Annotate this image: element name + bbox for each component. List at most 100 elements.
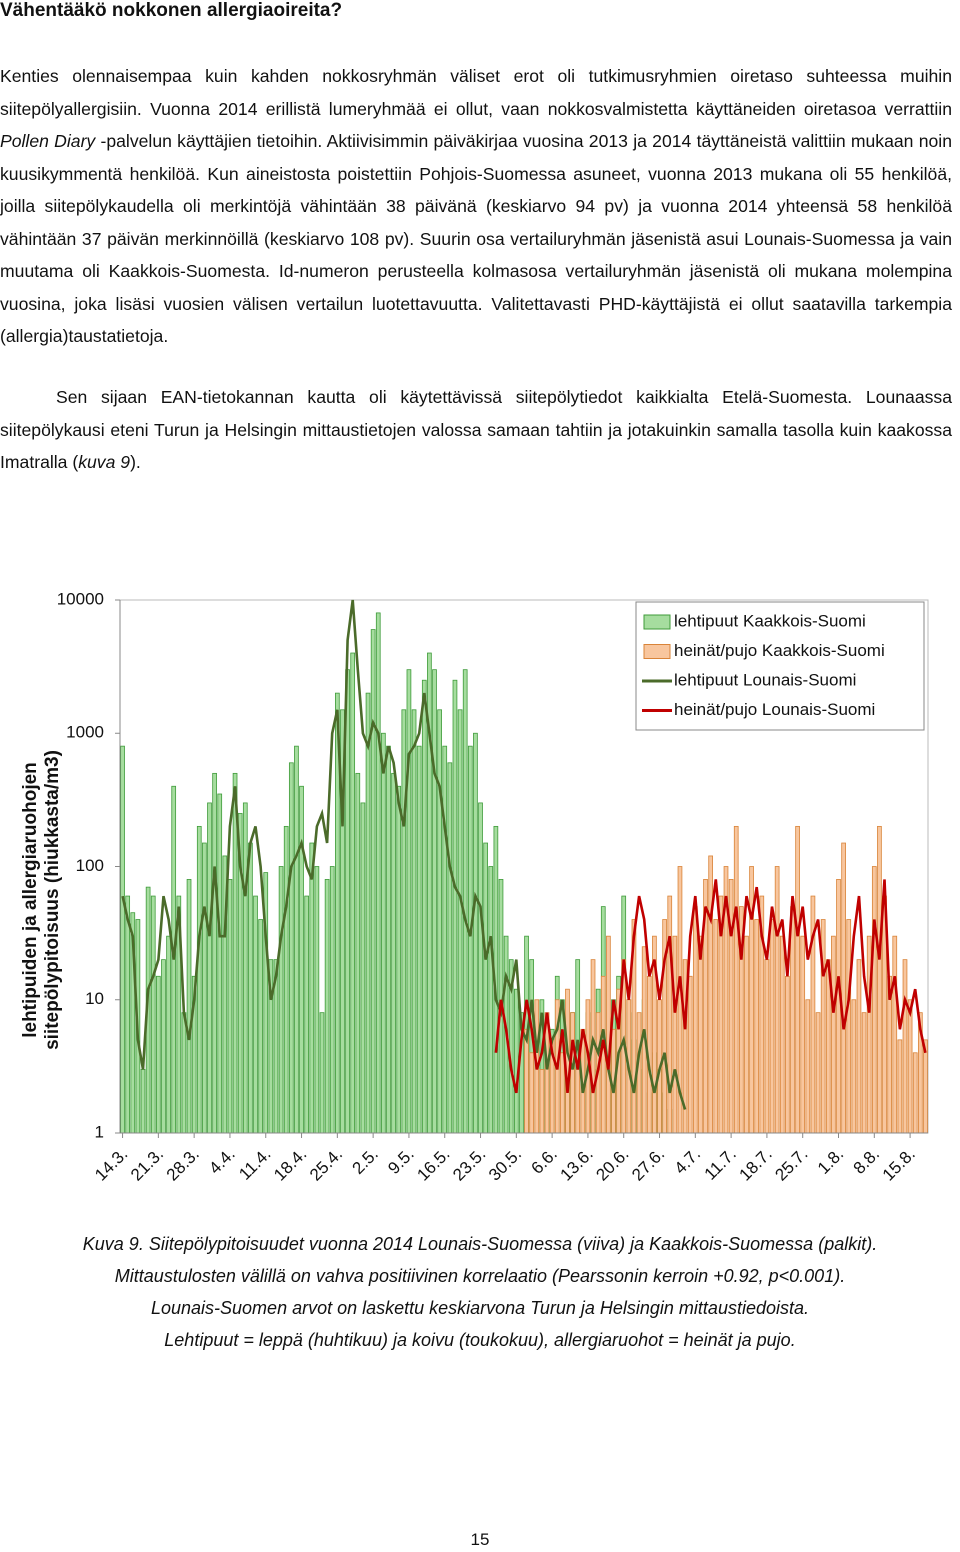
x-tick-label: 28.3. xyxy=(163,1144,203,1184)
text: Pollen Diary xyxy=(0,131,96,151)
x-tick-label: 30.5. xyxy=(485,1144,525,1184)
x-tick-label: 11.4. xyxy=(235,1144,274,1183)
bar xyxy=(432,669,437,1134)
bar xyxy=(381,732,386,1134)
bar xyxy=(667,895,673,1134)
bar xyxy=(462,669,468,1134)
y-tick-label: 10 xyxy=(85,989,104,1008)
x-tick-label: 15.8. xyxy=(879,1144,919,1184)
bar xyxy=(365,692,371,1134)
legend-label: lehtipuut Lounais-Suomi xyxy=(674,670,856,689)
bar xyxy=(309,842,315,1134)
bar xyxy=(181,1012,187,1134)
bar xyxy=(125,895,131,1134)
bar xyxy=(902,959,908,1134)
x-tick-label: 6.6. xyxy=(527,1144,560,1177)
bar xyxy=(871,866,877,1134)
bar xyxy=(478,802,483,1134)
bar xyxy=(437,709,442,1134)
x-tick-label: 25.7. xyxy=(771,1144,811,1184)
x-tick-label: 1.8. xyxy=(814,1144,847,1177)
x-tick-label: 21.3. xyxy=(127,1144,167,1184)
bar xyxy=(391,772,396,1134)
bar xyxy=(851,999,857,1134)
bar xyxy=(529,1052,535,1134)
x-tick-label: 18.7. xyxy=(736,1144,776,1184)
bar xyxy=(733,825,739,1134)
x-tick-label: 25.4. xyxy=(306,1144,346,1184)
bar xyxy=(186,879,192,1134)
bar xyxy=(524,1028,529,1134)
x-tick-label: 14.3. xyxy=(91,1144,131,1184)
bar xyxy=(283,825,289,1134)
bar xyxy=(212,772,217,1134)
bar xyxy=(877,825,882,1134)
bar xyxy=(360,802,366,1134)
paragraph: Kenties olennaisempaa kuin kahden nokkos… xyxy=(0,60,952,353)
y-tick-label: 1 xyxy=(95,1122,104,1141)
bar xyxy=(253,895,258,1134)
bar xyxy=(692,906,698,1134)
y-tick-label: 10000 xyxy=(57,589,104,608)
legend-label: lehtipuut Kaakkois-Suomi xyxy=(674,611,866,630)
x-tick-label: 18.4. xyxy=(270,1144,310,1184)
bar xyxy=(846,919,852,1134)
bar xyxy=(575,1069,581,1134)
y-label-line: lehtipuiden ja allergiaruohojen xyxy=(20,762,41,1038)
bar xyxy=(907,999,913,1134)
bar xyxy=(923,1039,928,1134)
caption-line: Lounais-Suomen arvot on laskettu keskiar… xyxy=(150,1298,809,1318)
bar xyxy=(299,785,304,1134)
legend-box xyxy=(635,601,925,731)
bar xyxy=(386,745,391,1134)
bar xyxy=(861,1012,867,1134)
bar xyxy=(442,745,448,1134)
legend-label: heinät/pujo Lounais-Suomi xyxy=(674,700,875,719)
bar xyxy=(570,1012,575,1134)
x-tick-label: 4.4. xyxy=(205,1144,238,1177)
bar xyxy=(406,669,412,1134)
bar xyxy=(473,732,478,1134)
x-tick-label: 23.5. xyxy=(449,1144,489,1184)
bar xyxy=(242,802,248,1134)
bar xyxy=(140,1069,146,1134)
y-tick-label: 100 xyxy=(76,856,104,875)
x-tick-label: 20.6. xyxy=(592,1144,632,1184)
x-tick-label: 9.5. xyxy=(384,1144,417,1177)
bar xyxy=(488,866,494,1134)
legend-swatch xyxy=(643,614,671,630)
caption-line: Kuva 9. Siitepölypitoisuudet vuonna 2014… xyxy=(82,1234,878,1254)
text: -palvelun käyttäjien tietoihin. Aktiivis… xyxy=(0,131,952,346)
bar xyxy=(350,652,356,1134)
bar xyxy=(754,919,760,1134)
bar xyxy=(815,1012,821,1134)
bar xyxy=(156,975,161,1134)
bar xyxy=(355,772,361,1134)
text: kuva 9 xyxy=(78,452,131,472)
y-axis-title: lehtipuiden ja allergiaruohojen siitepöl… xyxy=(20,750,63,1050)
caption-line: Lehtipuut = leppä (huhtikuu) ja koivu (t… xyxy=(164,1330,796,1350)
bar xyxy=(836,879,841,1134)
bar xyxy=(401,709,407,1134)
caption-line: Mittaustulosten välillä on vahva positii… xyxy=(114,1266,846,1286)
bar xyxy=(912,1052,918,1134)
bar xyxy=(166,935,171,1134)
bar xyxy=(324,879,330,1134)
x-tick-label: 2.5. xyxy=(348,1144,381,1177)
bar xyxy=(672,935,678,1134)
y-label-line: siitepölypitoisuus (hiukkasta/m3) xyxy=(42,750,63,1050)
bar xyxy=(713,919,719,1134)
bar xyxy=(375,612,381,1134)
bar xyxy=(314,866,320,1134)
bar xyxy=(800,935,806,1134)
x-tick-label: 4.7. xyxy=(671,1144,704,1177)
bar xyxy=(207,802,212,1134)
bar xyxy=(161,959,166,1134)
text: ). xyxy=(130,452,141,472)
x-tick-label: 27.6. xyxy=(628,1144,668,1184)
legend-label: heinät/pujo Kaakkois-Suomi xyxy=(674,641,885,660)
bar xyxy=(764,959,770,1134)
bar xyxy=(831,935,836,1134)
bar xyxy=(248,842,253,1134)
x-tick-label: 8.8. xyxy=(850,1144,883,1177)
